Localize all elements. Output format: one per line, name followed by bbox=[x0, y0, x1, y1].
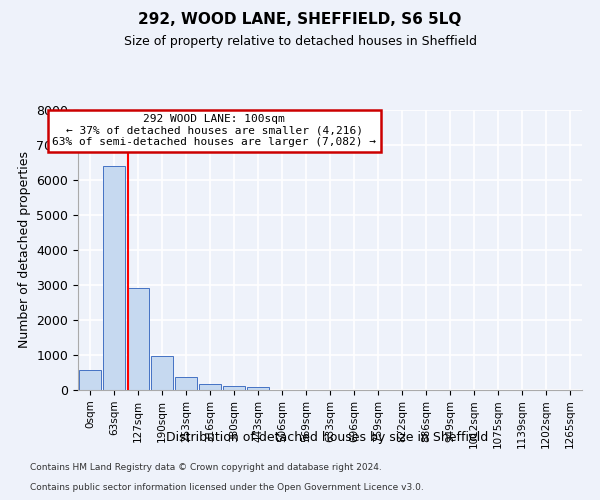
Text: Distribution of detached houses by size in Sheffield: Distribution of detached houses by size … bbox=[166, 431, 488, 444]
Bar bbox=[151, 356, 173, 390]
Text: 292, WOOD LANE, SHEFFIELD, S6 5LQ: 292, WOOD LANE, SHEFFIELD, S6 5LQ bbox=[139, 12, 461, 28]
Text: Size of property relative to detached houses in Sheffield: Size of property relative to detached ho… bbox=[124, 35, 476, 48]
Bar bbox=[199, 384, 221, 390]
Bar bbox=[127, 288, 149, 390]
Bar bbox=[103, 166, 125, 390]
Bar bbox=[175, 378, 197, 390]
Text: Contains public sector information licensed under the Open Government Licence v3: Contains public sector information licen… bbox=[30, 484, 424, 492]
Bar bbox=[79, 370, 101, 390]
Bar bbox=[223, 386, 245, 390]
Bar bbox=[247, 387, 269, 390]
Text: Contains HM Land Registry data © Crown copyright and database right 2024.: Contains HM Land Registry data © Crown c… bbox=[30, 464, 382, 472]
Text: 292 WOOD LANE: 100sqm
← 37% of detached houses are smaller (4,216)
63% of semi-d: 292 WOOD LANE: 100sqm ← 37% of detached … bbox=[52, 114, 376, 148]
Y-axis label: Number of detached properties: Number of detached properties bbox=[18, 152, 31, 348]
